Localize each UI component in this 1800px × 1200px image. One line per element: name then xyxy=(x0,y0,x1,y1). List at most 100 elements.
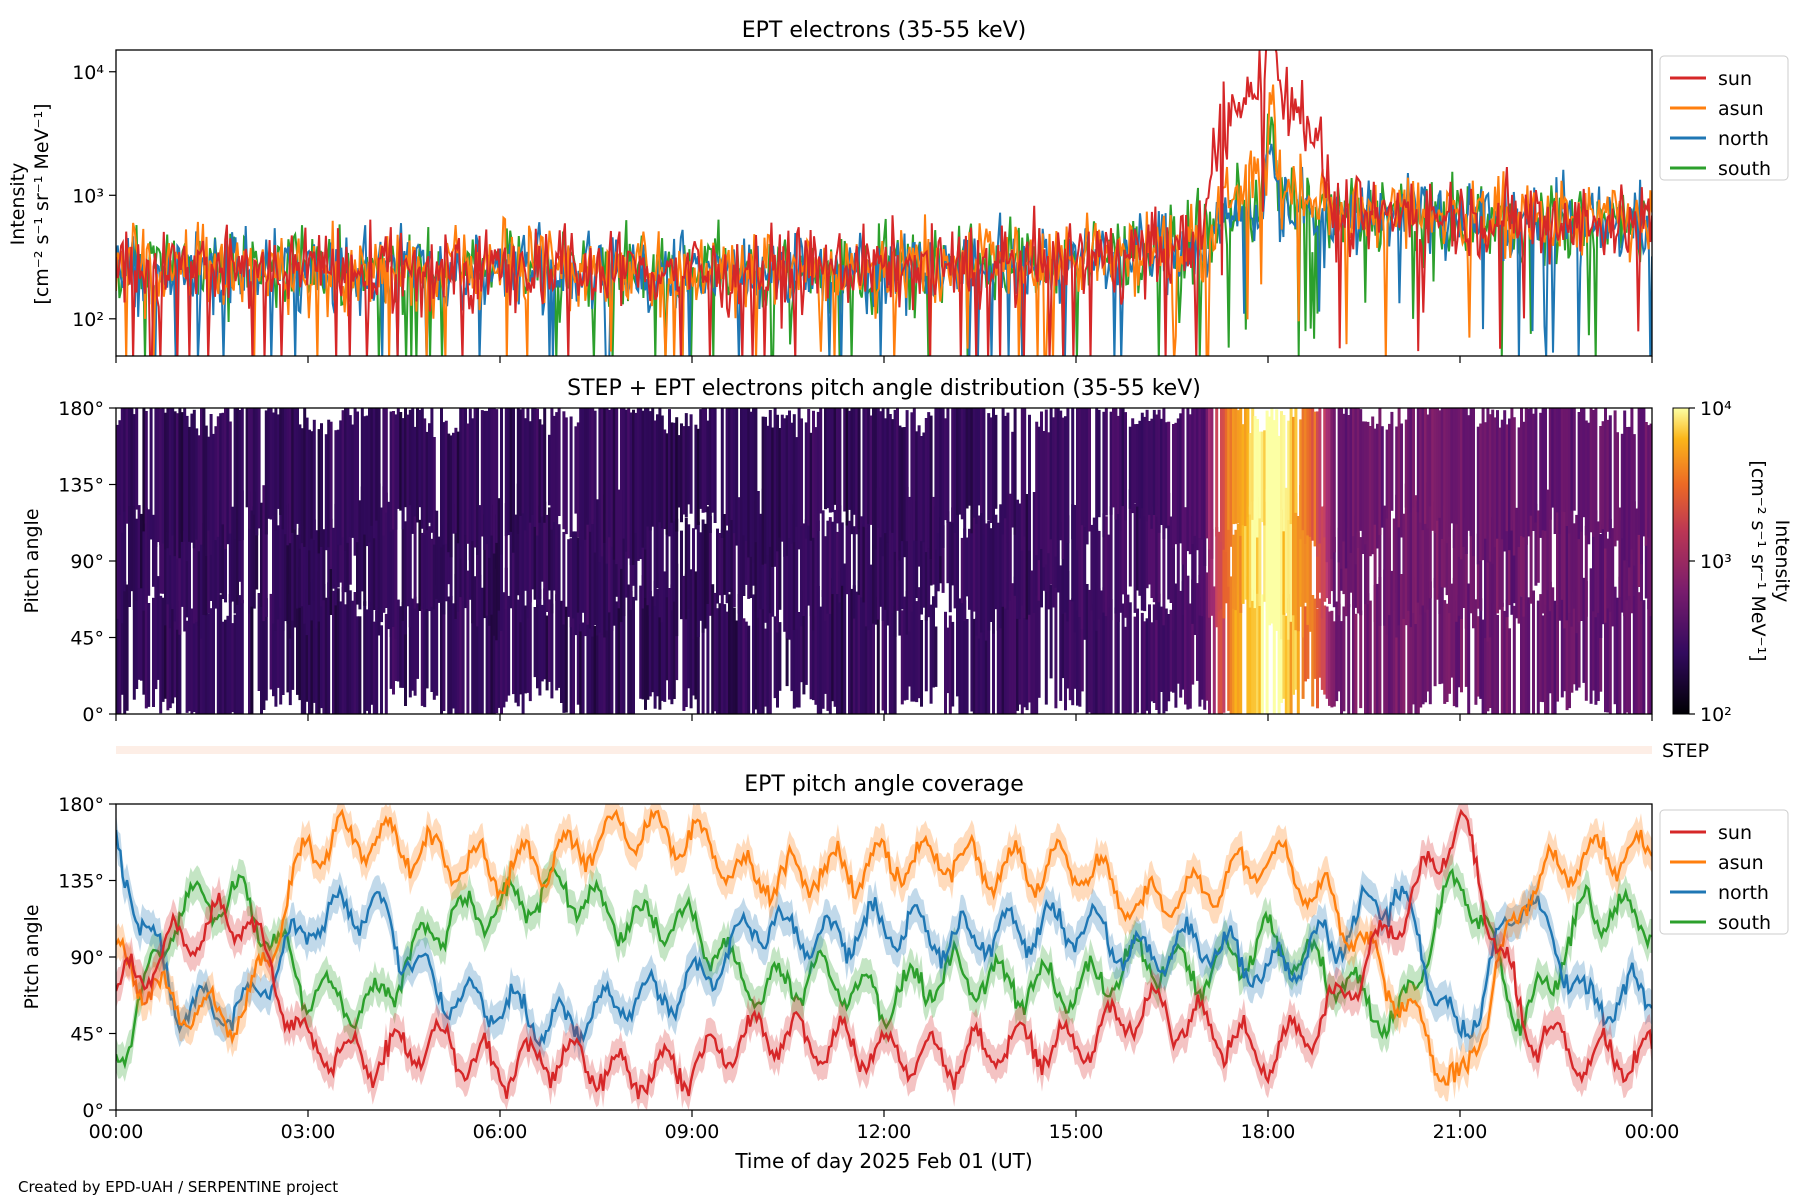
heatmap-cell xyxy=(159,595,163,714)
heatmap-cell xyxy=(1604,528,1607,623)
heatmap-cell xyxy=(893,409,897,552)
heatmap-cell xyxy=(1251,408,1255,520)
heatmap-cell xyxy=(1508,418,1511,551)
heatmap-cell xyxy=(1275,409,1279,512)
heatmap-cell xyxy=(1647,425,1651,538)
heatmap-cell xyxy=(1491,603,1495,714)
heatmap-cell xyxy=(975,617,979,714)
heatmap-cell xyxy=(754,595,758,710)
heatmap-cell xyxy=(1392,590,1396,714)
heatmap-cell xyxy=(932,496,935,585)
heatmap-cell xyxy=(190,413,194,543)
heatmap-cell xyxy=(1359,409,1363,531)
heatmap-cell xyxy=(922,504,926,608)
heatmap-cell xyxy=(1076,508,1079,611)
heatmap-cell xyxy=(900,503,904,610)
x-tick-label: 18:00 xyxy=(1241,1121,1296,1143)
heatmap-cell xyxy=(516,599,520,707)
heatmap-cell xyxy=(524,511,527,591)
heatmap-cell xyxy=(1647,600,1651,714)
heatmap-cell xyxy=(228,594,232,714)
heatmap-cell xyxy=(1376,423,1379,549)
heatmap-cell xyxy=(1551,408,1555,508)
heatmap-cell xyxy=(425,508,429,610)
heatmap-cell xyxy=(317,571,321,714)
heatmap-cell xyxy=(1448,526,1451,613)
heatmap-cell xyxy=(869,415,873,525)
heatmap-cell xyxy=(430,538,434,607)
heatmap-cell xyxy=(545,514,549,612)
heatmap-cell xyxy=(284,522,287,622)
heatmap-cell xyxy=(296,408,299,524)
heatmap-cell xyxy=(776,414,779,552)
heatmap-cell xyxy=(1025,573,1029,711)
heatmap-cell xyxy=(334,430,338,552)
heatmap-cell xyxy=(200,511,203,639)
heatmap-cell xyxy=(336,523,340,588)
heatmap-cell xyxy=(639,585,643,699)
heatmap-cell xyxy=(1049,408,1053,540)
heatmap-cell xyxy=(252,408,256,515)
heatmap-cell xyxy=(1563,589,1567,692)
heatmap-cell xyxy=(293,408,297,530)
heatmap-cell xyxy=(168,532,172,629)
heatmap-cell xyxy=(248,585,251,714)
heatmap-cell xyxy=(788,500,791,640)
heatmap-cell xyxy=(920,620,923,707)
heatmap-cell xyxy=(233,614,237,714)
heatmap-cell xyxy=(958,408,962,515)
heatmap-cell xyxy=(204,425,208,556)
heatmap-cell xyxy=(219,594,223,714)
heatmap-cell xyxy=(437,536,441,603)
heatmap-cell xyxy=(1544,587,1547,714)
heatmap-cell xyxy=(1001,602,1005,714)
heatmap-cell xyxy=(1299,419,1303,540)
heatmap-cell xyxy=(358,500,362,610)
heatmap-cell xyxy=(1342,512,1346,595)
heatmap-cell xyxy=(898,425,902,561)
heatmap-cell xyxy=(555,412,559,535)
y-tick-label: 180° xyxy=(58,398,104,420)
heatmap-cell xyxy=(716,608,719,714)
heatmap-cell xyxy=(778,428,782,538)
y-tick-label: 90° xyxy=(70,551,104,573)
heatmap-cell xyxy=(528,505,532,603)
heatmap-cell xyxy=(1649,423,1652,559)
heatmap-cell xyxy=(1320,506,1324,619)
heatmap-cell xyxy=(516,408,520,534)
heatmap-cell xyxy=(1421,487,1425,606)
legend-box xyxy=(1659,809,1789,935)
heatmap-cell xyxy=(1373,428,1377,525)
heatmap-cell xyxy=(874,503,878,625)
heatmap-cell xyxy=(1203,527,1207,618)
heatmap-cell xyxy=(860,594,863,714)
heatmap-cell xyxy=(368,408,371,543)
heatmap-cell xyxy=(900,610,904,705)
legend-label-south: south xyxy=(1718,158,1771,180)
heatmap-cell xyxy=(1107,596,1111,714)
heatmap-cell xyxy=(1556,582,1559,702)
heatmap-cell xyxy=(927,519,931,618)
heatmap-cell xyxy=(1546,489,1550,591)
heatmap-cell xyxy=(730,495,734,589)
heatmap-cell xyxy=(264,410,268,535)
heatmap-cell xyxy=(632,409,635,565)
heatmap-cell xyxy=(276,414,280,509)
heatmap-cell xyxy=(442,422,446,545)
heatmap-cell xyxy=(1174,583,1178,708)
heatmap-cell xyxy=(132,414,136,507)
heatmap-cell xyxy=(884,418,887,534)
heatmap-cell xyxy=(132,587,136,700)
heatmap-cell xyxy=(1500,602,1504,714)
heatmap-cell xyxy=(1505,424,1509,532)
heatmap-cell xyxy=(536,408,539,536)
heatmap-cell xyxy=(1592,530,1595,612)
heatmap-cell xyxy=(152,597,155,707)
heatmap-cell xyxy=(994,514,998,610)
heatmap-cell xyxy=(905,410,909,542)
heatmap-cell xyxy=(725,530,729,604)
heatmap-cell xyxy=(1457,594,1461,688)
heatmap-cell xyxy=(1193,528,1197,635)
heatmap-cell xyxy=(1481,408,1485,561)
heatmap-cell xyxy=(1570,408,1574,511)
